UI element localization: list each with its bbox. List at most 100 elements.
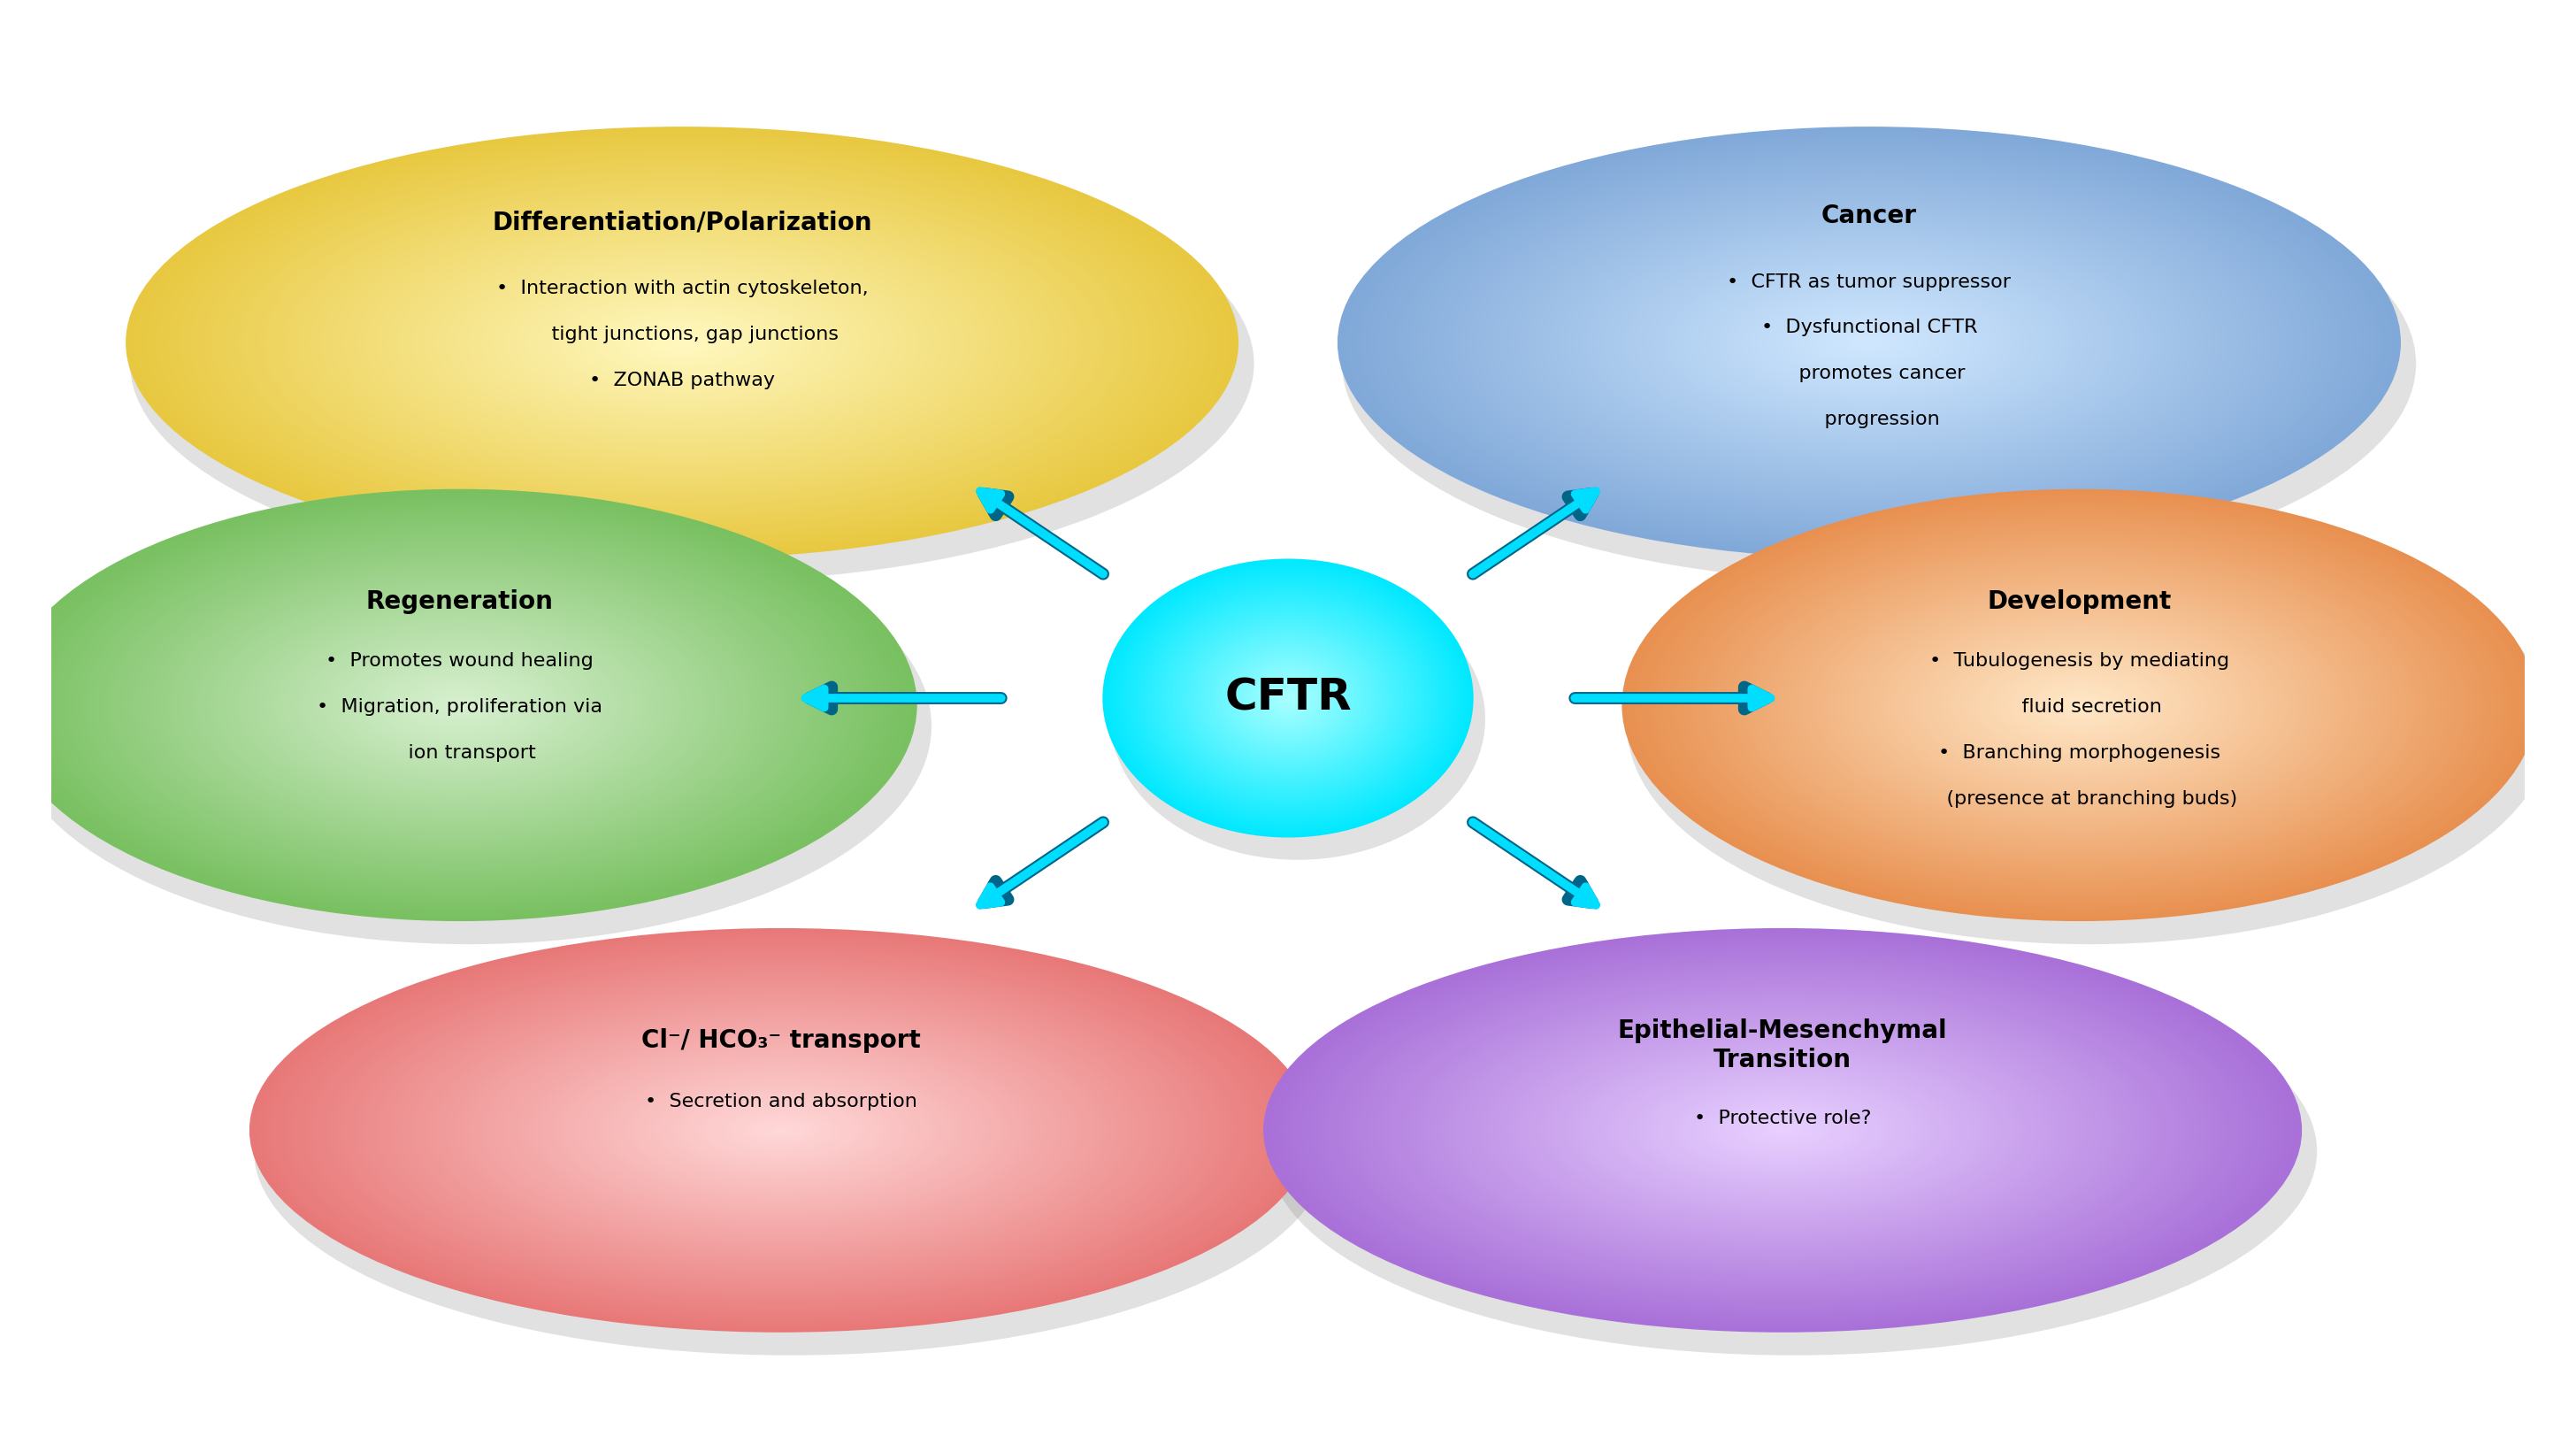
Ellipse shape <box>1669 261 2069 424</box>
Ellipse shape <box>556 295 806 391</box>
Ellipse shape <box>1868 604 2293 806</box>
Ellipse shape <box>312 199 1051 486</box>
Ellipse shape <box>1798 572 2360 838</box>
Ellipse shape <box>448 700 471 710</box>
Ellipse shape <box>1512 1025 2053 1236</box>
Ellipse shape <box>1473 1011 2092 1250</box>
Ellipse shape <box>1211 639 1365 756</box>
Ellipse shape <box>1463 177 2275 508</box>
Ellipse shape <box>386 980 1175 1279</box>
Ellipse shape <box>1370 970 2195 1291</box>
Ellipse shape <box>1303 944 2262 1317</box>
Ellipse shape <box>1566 1047 1999 1214</box>
Ellipse shape <box>180 574 739 836</box>
Ellipse shape <box>381 668 538 742</box>
Ellipse shape <box>629 322 734 363</box>
Ellipse shape <box>237 170 1128 515</box>
Ellipse shape <box>428 996 1133 1265</box>
Ellipse shape <box>1425 163 2313 523</box>
Ellipse shape <box>425 244 938 441</box>
Ellipse shape <box>502 273 863 412</box>
Ellipse shape <box>1440 168 2298 517</box>
Ellipse shape <box>397 677 520 735</box>
Ellipse shape <box>1175 613 1401 783</box>
Ellipse shape <box>1190 624 1386 771</box>
Ellipse shape <box>1772 1127 1793 1134</box>
Ellipse shape <box>1736 289 2002 396</box>
Ellipse shape <box>732 1111 832 1150</box>
Ellipse shape <box>1221 649 1355 748</box>
Ellipse shape <box>260 179 1105 507</box>
Ellipse shape <box>559 295 804 391</box>
Ellipse shape <box>469 1012 1092 1249</box>
Ellipse shape <box>332 206 1033 479</box>
Ellipse shape <box>240 171 1126 514</box>
Ellipse shape <box>1267 682 1309 714</box>
Ellipse shape <box>1419 160 2318 526</box>
Ellipse shape <box>330 206 1036 479</box>
Ellipse shape <box>126 547 793 862</box>
Ellipse shape <box>242 171 1121 514</box>
Ellipse shape <box>1685 269 2053 417</box>
Ellipse shape <box>1337 957 2228 1304</box>
Ellipse shape <box>358 970 1203 1291</box>
Ellipse shape <box>1584 1054 1981 1207</box>
Ellipse shape <box>57 515 863 896</box>
Ellipse shape <box>75 524 845 887</box>
Ellipse shape <box>1687 520 2470 890</box>
Ellipse shape <box>276 619 641 791</box>
Ellipse shape <box>1195 629 1381 767</box>
Ellipse shape <box>1654 1080 1911 1180</box>
Ellipse shape <box>1247 666 1329 729</box>
Ellipse shape <box>1455 1003 2110 1257</box>
Ellipse shape <box>1561 218 2177 468</box>
Ellipse shape <box>167 142 1198 543</box>
Ellipse shape <box>1180 616 1396 780</box>
Ellipse shape <box>265 934 1296 1326</box>
Ellipse shape <box>1602 1060 1963 1199</box>
Ellipse shape <box>502 1024 1061 1236</box>
Ellipse shape <box>1984 659 2174 751</box>
Ellipse shape <box>1705 1101 1860 1160</box>
Ellipse shape <box>376 666 541 743</box>
Ellipse shape <box>417 685 500 725</box>
Ellipse shape <box>255 931 1309 1330</box>
Ellipse shape <box>1641 250 2097 436</box>
Ellipse shape <box>551 292 814 393</box>
Ellipse shape <box>1721 536 2439 874</box>
Ellipse shape <box>1422 161 2316 524</box>
Ellipse shape <box>309 633 611 777</box>
Ellipse shape <box>507 1027 1054 1234</box>
Ellipse shape <box>1785 566 2375 845</box>
Ellipse shape <box>536 286 829 399</box>
Ellipse shape <box>500 272 866 414</box>
Ellipse shape <box>144 556 775 854</box>
Ellipse shape <box>93 533 824 878</box>
Ellipse shape <box>685 1093 876 1166</box>
Ellipse shape <box>734 1112 829 1149</box>
Ellipse shape <box>477 263 889 423</box>
Ellipse shape <box>1726 537 2434 873</box>
Ellipse shape <box>1713 1104 1852 1157</box>
Ellipse shape <box>1126 576 1450 820</box>
Ellipse shape <box>1793 311 1947 375</box>
Ellipse shape <box>1680 1090 1886 1170</box>
Ellipse shape <box>355 216 1007 469</box>
Ellipse shape <box>1677 515 2481 896</box>
Ellipse shape <box>1780 1130 1785 1131</box>
Ellipse shape <box>466 1011 1095 1250</box>
Ellipse shape <box>196 154 1170 531</box>
Ellipse shape <box>1664 260 2074 425</box>
Ellipse shape <box>234 168 1131 517</box>
Ellipse shape <box>353 967 1208 1292</box>
Ellipse shape <box>1185 621 1391 775</box>
Ellipse shape <box>376 977 1185 1284</box>
Ellipse shape <box>201 155 1164 530</box>
Ellipse shape <box>459 704 461 706</box>
Ellipse shape <box>1695 1096 1870 1165</box>
Ellipse shape <box>520 280 842 405</box>
Ellipse shape <box>1133 582 1443 813</box>
Ellipse shape <box>595 1060 966 1201</box>
Ellipse shape <box>1425 990 2141 1269</box>
Ellipse shape <box>1278 934 2287 1326</box>
